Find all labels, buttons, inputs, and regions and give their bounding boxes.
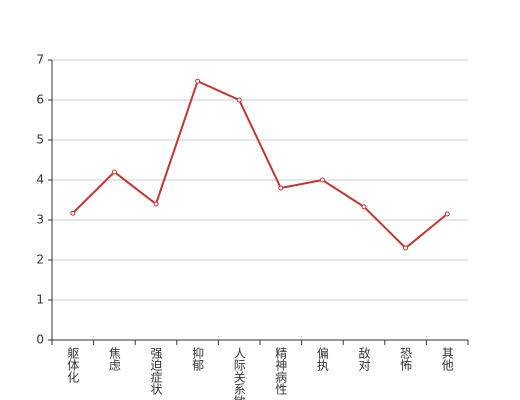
point [111, 169, 117, 175]
point [361, 204, 367, 210]
y-tick-label: 0 [36, 333, 44, 347]
y-tick-label: 5 [36, 133, 44, 147]
point [70, 210, 76, 216]
y-tick-label: 4 [36, 173, 44, 187]
x-tick-label: 精神病性 [274, 347, 288, 396]
point [153, 201, 159, 207]
point [403, 245, 409, 251]
x-tick-label: 偏执 [315, 346, 329, 372]
x-tick-label: 其他 [440, 347, 454, 371]
x-tick-label: 躯体化 [66, 346, 80, 384]
y-tick-label: 2 [36, 253, 44, 267]
point [278, 185, 284, 191]
x-tick-label: 强迫症状 [149, 347, 163, 395]
x-tick-label: 敌对 [357, 346, 371, 371]
y-tick-label: 7 [36, 53, 44, 67]
point [236, 97, 242, 103]
line [72, 79, 448, 250]
y-tick-label: 3 [36, 213, 44, 227]
x-tick-label: 抑郁 [191, 346, 205, 372]
y-tick-label: 1 [36, 293, 44, 307]
point [444, 211, 450, 217]
x-tick-label: 人际关系敏感 [232, 347, 246, 400]
x-tick-label: 焦虑 [107, 347, 121, 371]
x-tick-label: 恐怖 [399, 347, 413, 371]
point [195, 78, 201, 84]
point [319, 177, 325, 183]
y-tick-label: 6 [36, 93, 44, 107]
